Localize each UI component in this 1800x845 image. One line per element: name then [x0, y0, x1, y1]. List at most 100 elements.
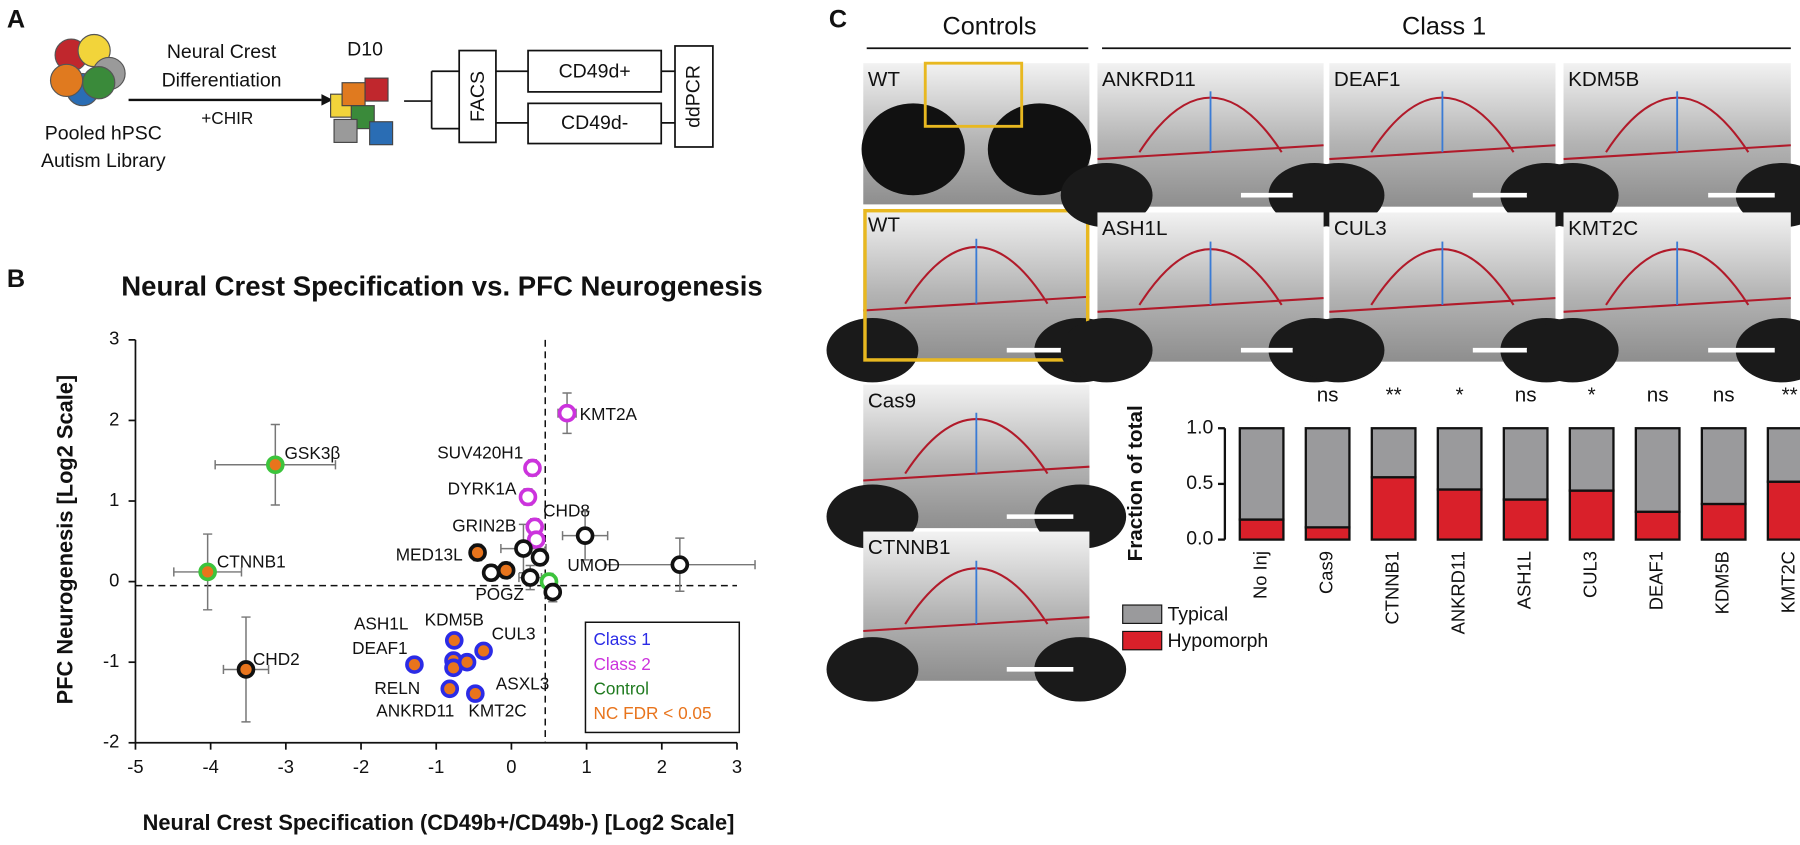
panel-label: B — [7, 265, 25, 293]
eye — [1292, 163, 1385, 228]
connector — [495, 70, 676, 124]
significance-label: * — [1456, 384, 1464, 407]
bar-segment — [1370, 427, 1417, 479]
facs-label: FACS — [467, 71, 489, 122]
chart-title: Neural Crest Specification vs. PFC Neuro… — [121, 270, 762, 301]
x-tick-label: CTNNB1 — [1381, 551, 1402, 624]
cell-square — [341, 82, 366, 107]
significance-label: ns — [1647, 384, 1669, 407]
eye — [1292, 318, 1385, 383]
micrograph — [1526, 63, 1800, 228]
eye — [826, 318, 919, 383]
micrograph — [826, 384, 1127, 549]
cell-cluster — [82, 66, 116, 100]
significance-label: ns — [1713, 384, 1735, 407]
x-tick-label: KDM5B — [1712, 551, 1733, 614]
point — [198, 562, 217, 582]
x-tick-label: CUL3 — [1579, 551, 1600, 598]
bar-segment — [1766, 427, 1800, 483]
micrograph-label: KDM5B — [1568, 68, 1639, 91]
y-tick-label: 0 — [109, 569, 119, 590]
y-axis-label: Fraction of total — [1124, 405, 1147, 561]
point-label: CUL3 — [492, 623, 536, 643]
point — [474, 641, 493, 661]
library-label: Autism Library — [41, 150, 166, 172]
point — [514, 539, 533, 558]
micrograph-label: WT — [868, 68, 900, 91]
point-label: GSK3β — [284, 443, 340, 463]
neg-box — [527, 102, 663, 145]
point-label: CHD2 — [253, 649, 300, 669]
bar-segment — [1436, 427, 1483, 491]
point-label: RELN — [374, 678, 420, 698]
neg-label: CD49d- — [561, 112, 628, 134]
y-tick-label: 1 — [109, 489, 119, 510]
point-label: DYRK1A — [448, 479, 517, 499]
point — [440, 679, 460, 699]
eye — [1526, 163, 1619, 228]
inset-box — [923, 61, 1024, 128]
eye — [1060, 318, 1153, 383]
significance-label: * — [1588, 384, 1596, 407]
x-tick-label: 2 — [657, 756, 667, 777]
x-tick-label: 0 — [506, 756, 516, 777]
significance-label: ns — [1515, 384, 1537, 407]
condition-label: +CHIR — [201, 108, 253, 128]
point-label: KMT2C — [468, 701, 526, 721]
significance-label: ns — [1317, 384, 1339, 407]
micrograph-label: WT — [868, 214, 900, 237]
point-label: CTNNB1 — [217, 551, 286, 571]
day-label: D10 — [347, 39, 383, 61]
pos-box — [527, 49, 663, 93]
micrograph-label: ASH1L — [1102, 217, 1167, 240]
cell-cluster — [49, 63, 84, 98]
micrograph-label: ANKRD11 — [1102, 68, 1196, 91]
x-tick-label: -3 — [278, 756, 294, 777]
cell-square — [333, 118, 358, 143]
micrograph-label: KMT2C — [1568, 217, 1638, 240]
bar-segment — [1634, 510, 1681, 541]
point-label: SUV420H1 — [437, 443, 523, 463]
point — [444, 631, 464, 650]
point — [670, 555, 690, 574]
y-tick-label: 2 — [109, 408, 119, 429]
y-axis-label: PFC Neurogenesis [Log2 Scale] — [52, 375, 77, 704]
point — [520, 568, 540, 587]
legend-entry: Hypomorph — [1167, 630, 1268, 652]
micrograph-label: DEAF1 — [1334, 68, 1401, 91]
x-tick-label: 3 — [732, 756, 742, 777]
point — [405, 655, 424, 674]
point-label: DEAF1 — [352, 638, 407, 658]
point — [466, 684, 485, 703]
point-label: MED13L — [396, 545, 463, 565]
point — [523, 458, 542, 478]
point-label: CHD8 — [543, 501, 590, 521]
legend-entry: NC FDR < 0.05 — [593, 703, 711, 723]
eye — [826, 637, 919, 702]
point-label: GRIN2B — [452, 515, 516, 535]
facs-box — [458, 49, 497, 144]
significance-label: ** — [1782, 384, 1798, 407]
y-tick-label: 0.5 — [1186, 472, 1213, 494]
bracket — [404, 70, 460, 130]
y-tick-label: -2 — [103, 731, 119, 752]
x-tick-label: 1 — [581, 756, 591, 777]
point — [518, 487, 538, 507]
micrograph — [826, 531, 1127, 702]
eye — [1526, 318, 1619, 383]
bar-segment — [1766, 480, 1800, 541]
legend-entry: Typical — [1167, 604, 1228, 626]
eye — [861, 103, 965, 196]
micrograph-label: CTNNB1 — [868, 536, 951, 559]
column-header: Class 1 — [1402, 12, 1486, 40]
bar-segment — [1700, 502, 1747, 541]
x-tick-label: ANKRD11 — [1447, 551, 1468, 634]
bar-segment — [1568, 427, 1615, 492]
point-label: POGZ — [475, 584, 524, 604]
point-label: KDM5B — [425, 609, 484, 629]
point — [526, 530, 546, 550]
cell-square — [364, 77, 389, 102]
legend-entry: Control — [593, 679, 648, 699]
panel-label: C — [829, 5, 847, 33]
